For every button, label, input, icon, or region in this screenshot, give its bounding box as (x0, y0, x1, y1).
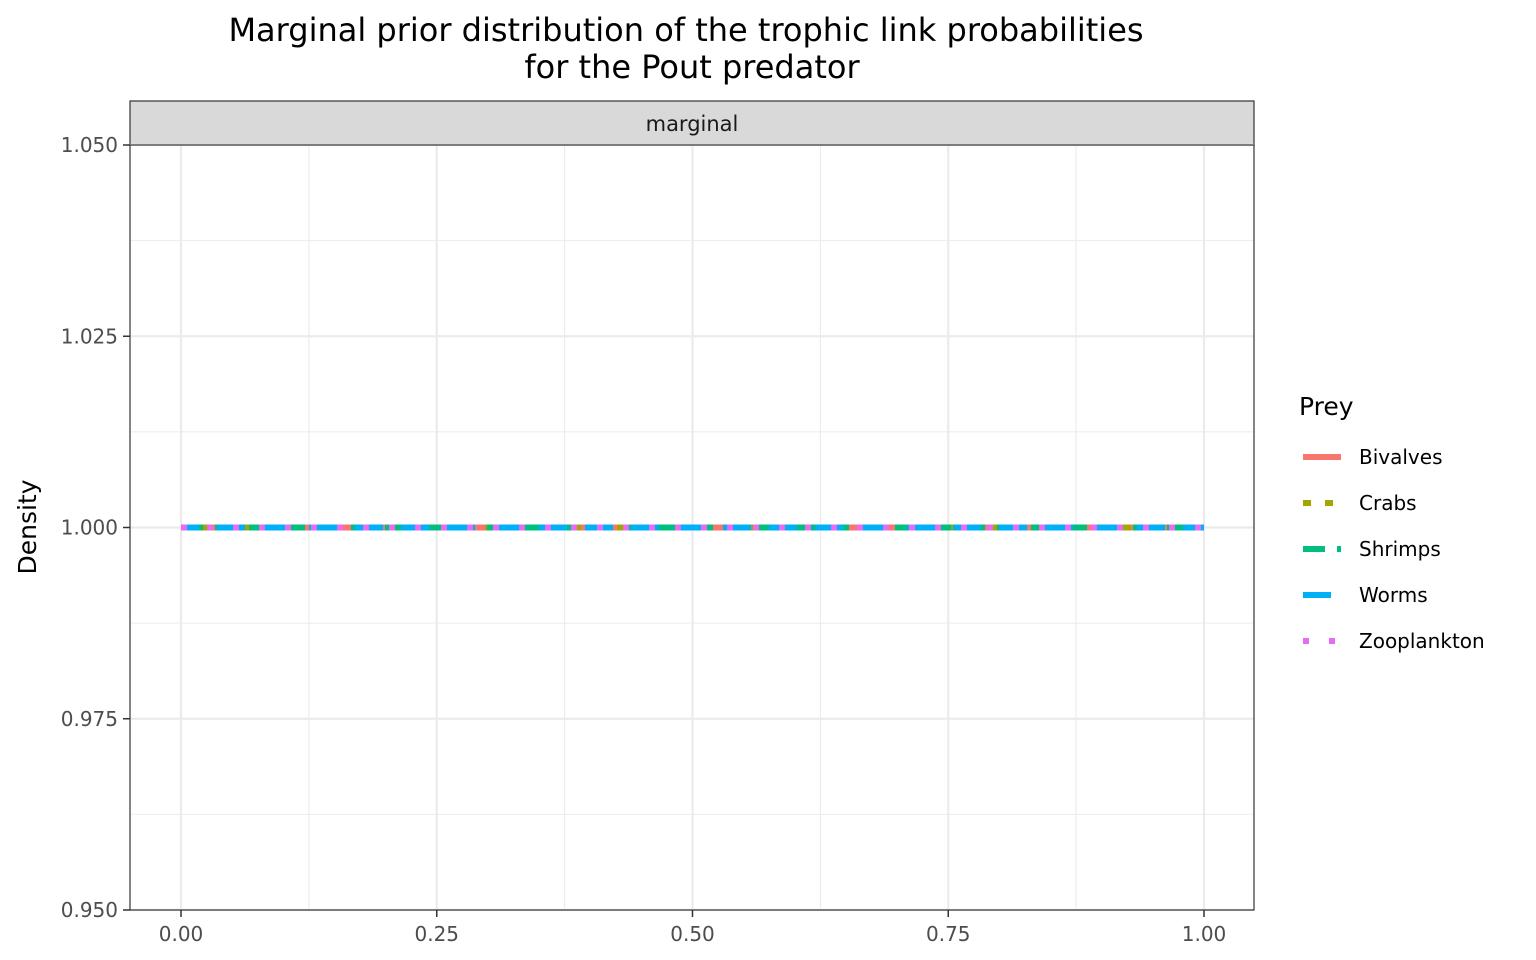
legend-item-crabs: Crabs (1303, 491, 1417, 515)
y-tick-label: 0.975 (61, 707, 118, 731)
legend-item-zooplankton: Zooplankton (1303, 629, 1485, 653)
x-tick-label: 0.75 (926, 922, 971, 946)
legend-item-shrimps: Shrimps (1303, 537, 1441, 561)
y-axis: 0.950 0.975 1.000 1.025 1.050 (61, 133, 130, 922)
y-tick-label: 0.950 (61, 898, 118, 922)
chart-title-line-1: Marginal prior distribution of the troph… (228, 11, 1143, 49)
x-tick-label: 1.00 (1182, 922, 1227, 946)
legend-title: Prey (1299, 392, 1354, 421)
chart-title-line-2: for the Pout predator (524, 48, 860, 86)
legend-label: Shrimps (1359, 537, 1441, 561)
legend-item-worms: Worms (1303, 583, 1428, 607)
x-axis: 0.00 0.25 0.50 0.75 1.00 (159, 910, 1227, 946)
x-tick-label: 0.00 (159, 922, 204, 946)
x-tick-label: 0.25 (414, 922, 459, 946)
x-tick-label: 0.50 (670, 922, 715, 946)
legend-label: Zooplankton (1359, 629, 1485, 653)
legend-label: Bivalves (1359, 445, 1443, 469)
facet-strip (129, 100, 1255, 146)
y-tick-label: 1.050 (61, 133, 118, 157)
y-tick-label: 1.025 (61, 324, 118, 348)
y-axis-title: Density (13, 479, 42, 574)
legend-item-bivalves: Bivalves (1303, 445, 1443, 469)
legend-items: Bivalves Crabs Shrimps Worms Zooplankton (1303, 445, 1485, 653)
legend-label: Crabs (1359, 491, 1417, 515)
y-tick-label: 1.000 (61, 516, 118, 540)
facet-strip-label: marginal (646, 112, 739, 136)
legend-label: Worms (1359, 583, 1428, 607)
legend: Prey Bivalves Crabs Shrimps Worms Zooplankto… (1299, 392, 1485, 653)
